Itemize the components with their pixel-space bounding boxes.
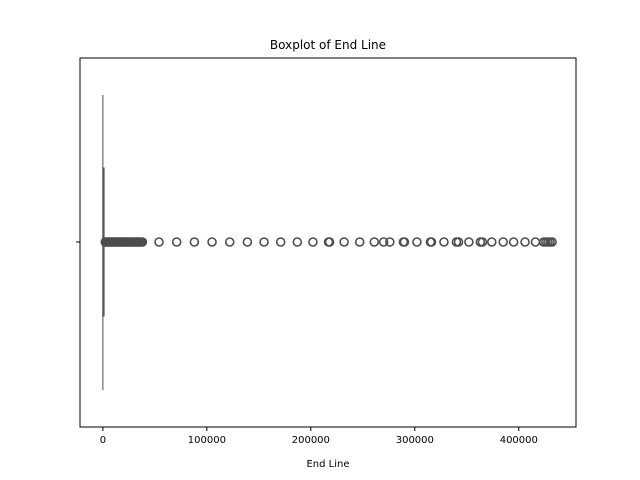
outlier-point — [378, 237, 389, 247]
outlier-point — [189, 237, 200, 247]
outlier-point — [385, 237, 395, 247]
outlier-point — [242, 237, 253, 247]
outlier-point — [308, 237, 318, 247]
outlier-point — [477, 237, 488, 247]
chart-title: Boxplot of End Line — [270, 38, 386, 52]
outlier-point — [207, 237, 217, 247]
outlier-point — [154, 237, 164, 247]
x-tick-label: 300000 — [396, 435, 434, 446]
outlier-point — [530, 237, 541, 247]
outlier-point — [369, 237, 380, 247]
outlier-point — [508, 237, 519, 247]
outlier-point — [399, 237, 410, 247]
x-tick-label: 400000 — [500, 435, 538, 446]
x-axis-label: End Line — [306, 459, 349, 470]
x-tick-label: 100000 — [188, 435, 226, 446]
outlier-point — [224, 237, 235, 247]
outlier-point — [275, 237, 286, 247]
outlier-point — [171, 237, 182, 247]
x-tick-label: 0 — [100, 435, 106, 446]
outlier-point — [292, 237, 303, 247]
outlier-point — [426, 237, 437, 247]
outlier-point — [520, 237, 530, 247]
outlier-point — [439, 237, 449, 247]
outlier-point — [259, 237, 269, 247]
x-tick-label: 200000 — [292, 435, 330, 446]
plot-area: 0 100000 200000 300000 400000 — [76, 57, 577, 446]
outlier-point — [354, 237, 365, 247]
outlier-point — [547, 237, 557, 247]
outlier-point — [137, 237, 148, 247]
outlier-point — [464, 237, 474, 247]
outlier-point — [339, 237, 349, 247]
outlier-point — [453, 237, 464, 247]
outlier-point — [412, 237, 422, 247]
outlier-point — [324, 237, 335, 247]
outlier-point — [498, 237, 509, 247]
outlier-point — [486, 237, 497, 247]
